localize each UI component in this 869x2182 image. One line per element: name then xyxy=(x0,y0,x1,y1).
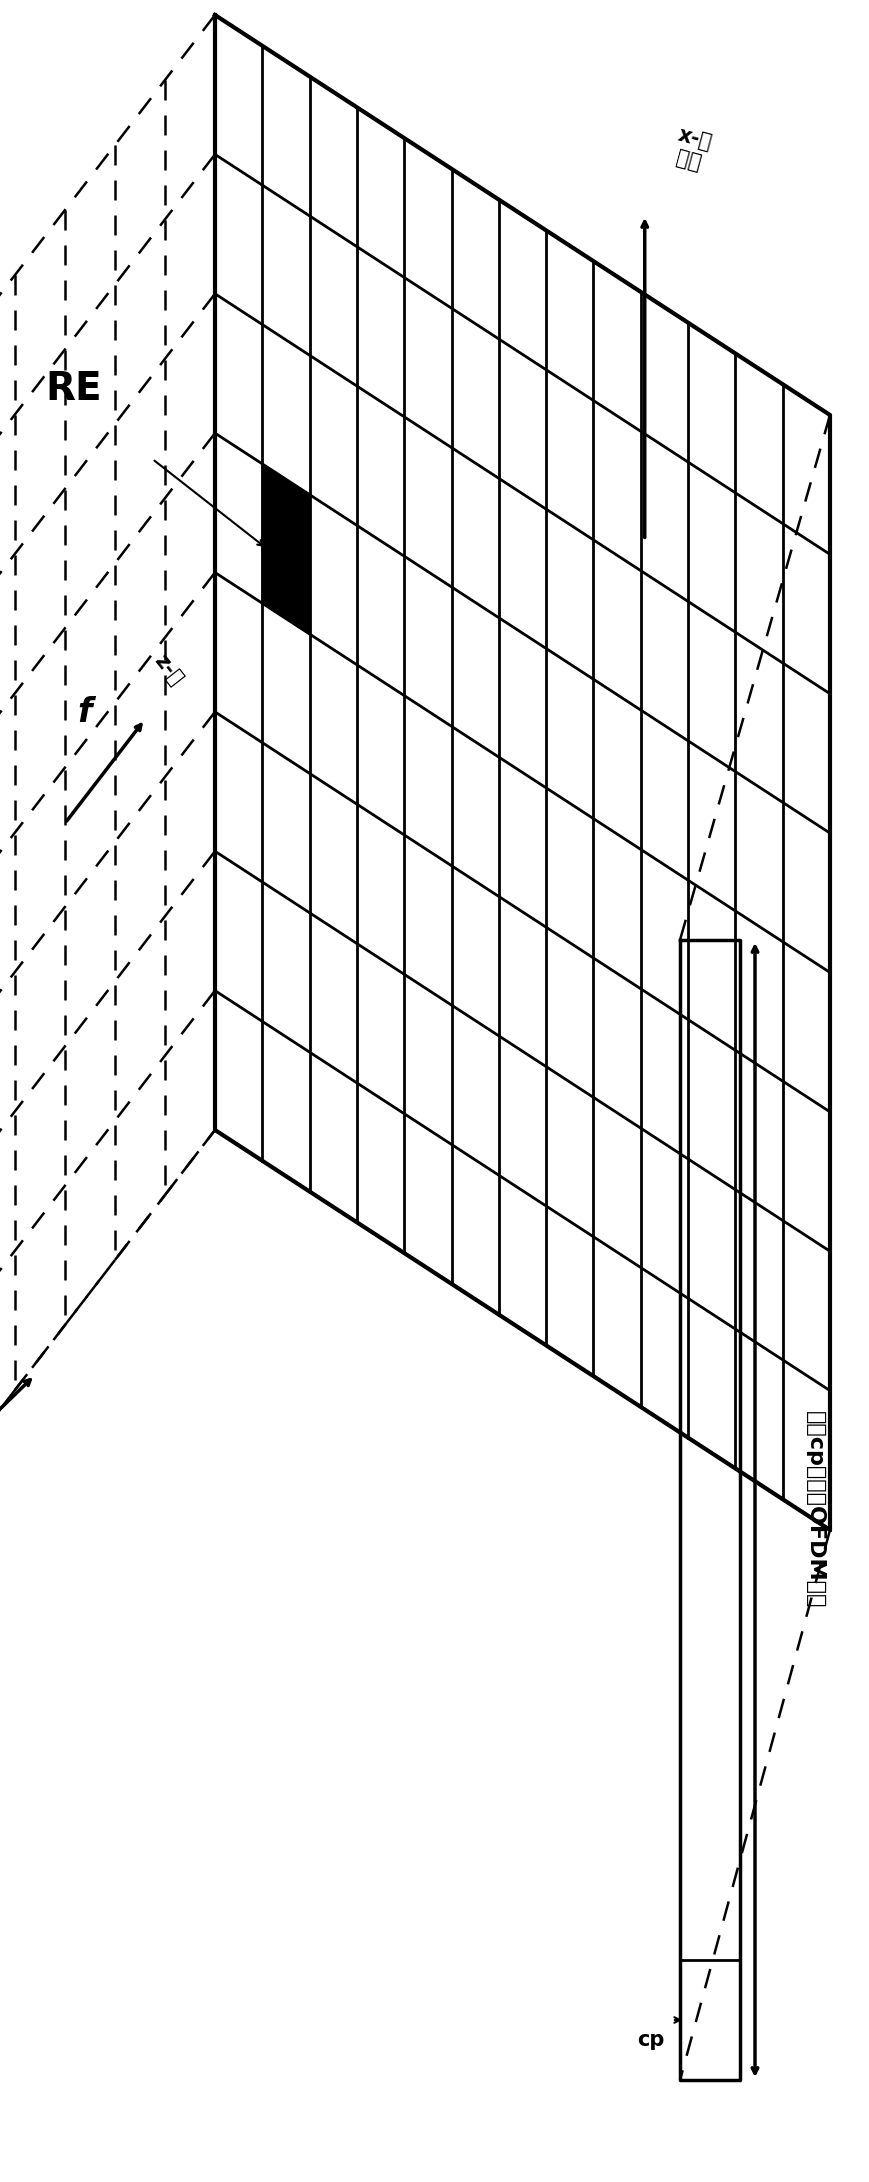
Text: x-轴
时域: x-轴 时域 xyxy=(670,124,714,175)
Text: f: f xyxy=(77,696,92,729)
Text: cp: cp xyxy=(638,2029,665,2051)
Text: z-轴: z-轴 xyxy=(150,650,186,690)
Text: 包括cp的一个OFDM符号: 包括cp的一个OFDM符号 xyxy=(805,1412,825,1608)
Text: RE: RE xyxy=(46,371,103,408)
Polygon shape xyxy=(262,465,309,635)
